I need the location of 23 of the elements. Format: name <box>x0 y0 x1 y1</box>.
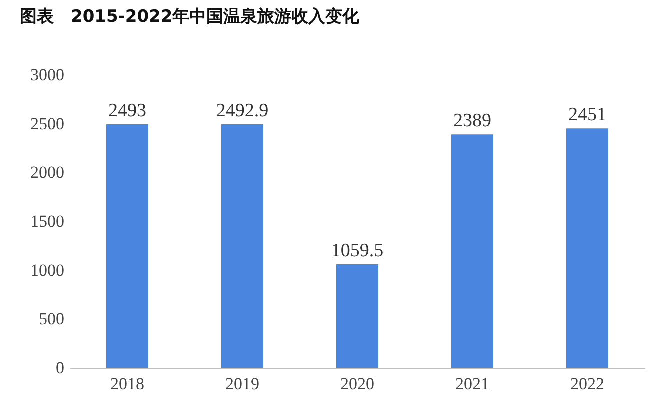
bar <box>222 124 264 368</box>
x-tick-label: 2019 <box>226 374 260 394</box>
y-tick-label: 3000 <box>30 66 64 84</box>
y-tick-label: 1000 <box>30 260 64 280</box>
chart-title: 图表 2015-2022年中国温泉旅游收入变化 <box>20 7 361 27</box>
data-label: 2389 <box>454 110 492 132</box>
data-label: 2493 <box>108 100 146 122</box>
y-tick-label: 2500 <box>30 114 64 134</box>
y-tick-label: 1500 <box>30 212 64 231</box>
bar <box>566 128 608 368</box>
y-tick-label: 2000 <box>30 163 64 182</box>
x-tick-label: 2021 <box>456 374 490 394</box>
data-label: 1059.5 <box>331 240 384 262</box>
x-tick-label: 2018 <box>110 374 144 394</box>
y-tick-label: 0 <box>56 358 64 378</box>
bar <box>336 264 378 368</box>
data-label: 2451 <box>568 104 606 126</box>
bar <box>452 134 494 368</box>
bar <box>106 124 148 368</box>
data-label: 2492.9 <box>216 100 269 122</box>
x-tick-label: 2020 <box>340 374 374 394</box>
y-tick-label: 500 <box>39 310 64 329</box>
x-tick-label: 2022 <box>570 374 604 394</box>
